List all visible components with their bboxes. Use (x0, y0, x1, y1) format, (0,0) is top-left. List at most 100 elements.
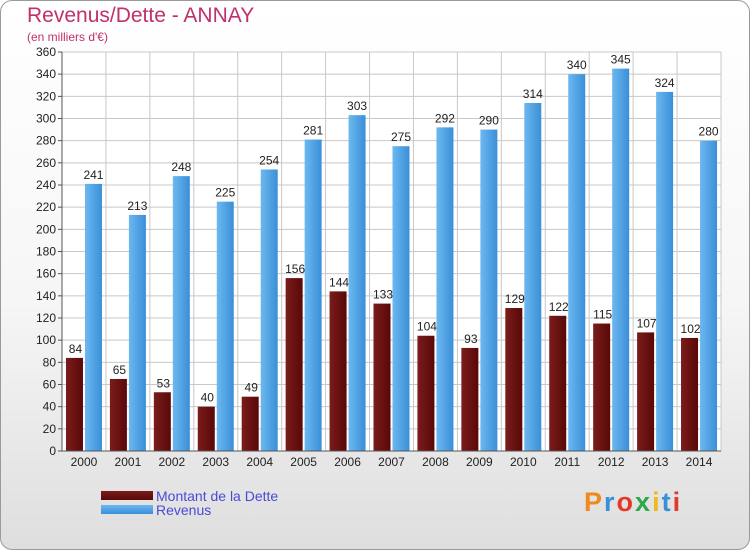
bar-revenus (700, 140, 718, 451)
bar-debt (109, 378, 127, 451)
data-label-debt: 156 (285, 262, 305, 276)
data-label-debt: 65 (113, 363, 127, 377)
bar-debt (593, 323, 611, 451)
bar-revenus (568, 74, 586, 452)
bars (65, 68, 718, 452)
bar-revenus (128, 214, 146, 451)
x-tick-label: 2001 (115, 455, 142, 469)
data-label-revenus: 280 (699, 125, 719, 139)
data-label-debt: 115 (593, 308, 612, 322)
data-label-revenus: 225 (215, 186, 235, 200)
data-label-debt: 122 (549, 300, 569, 314)
data-label-revenus: 340 (567, 58, 587, 72)
data-label-debt: 53 (157, 376, 171, 390)
data-label-debt: 144 (329, 275, 349, 289)
bar-revenus (436, 127, 454, 451)
bar-debt (549, 315, 567, 451)
legend-swatch-debt (101, 491, 153, 500)
chart-title: Revenus/Dette - ANNAY (27, 4, 255, 27)
bar-debt (285, 278, 303, 451)
x-tick-label: 2007 (378, 455, 405, 469)
bar-revenus (612, 68, 630, 451)
bar-revenus (524, 102, 542, 451)
bar-debt (637, 332, 655, 451)
brand-letter: i (652, 487, 662, 517)
y-tick-label: 340 (36, 67, 56, 81)
data-labels: 84 241 65 213 53 248 40 225 49 254 156 281 144 303 133… (69, 53, 719, 405)
bar-debt (373, 303, 391, 451)
bar-revenus (392, 146, 410, 452)
legend-swatch-revenus (101, 505, 153, 514)
y-tick-label: 100 (36, 333, 56, 347)
data-label-debt: 49 (245, 381, 259, 395)
y-tick-label: 180 (36, 245, 56, 259)
data-label-revenus: 254 (259, 153, 279, 167)
data-label-debt: 104 (417, 320, 437, 334)
bar-debt (681, 337, 699, 451)
bar-revenus (656, 91, 674, 452)
bar-revenus (216, 201, 234, 451)
y-tick-label: 200 (36, 222, 56, 236)
y-tick-label: 300 (36, 112, 56, 126)
bar-revenus (84, 183, 102, 451)
brand-letter: x (635, 487, 653, 517)
data-label-debt: 129 (505, 292, 525, 306)
brand-letter: i (672, 487, 683, 517)
brand-letter: o (616, 487, 636, 517)
y-tick-label: 120 (36, 311, 56, 325)
brand-letter: t (661, 487, 673, 517)
y-tick-label: 220 (36, 200, 56, 214)
data-label-debt: 102 (681, 322, 701, 336)
data-label-revenus: 303 (347, 99, 367, 113)
y-tick-label: 0 (49, 444, 56, 458)
bar-debt (65, 357, 83, 451)
x-tick-label: 2008 (422, 455, 449, 469)
y-tick-label: 260 (36, 156, 56, 170)
x-tick-label: 2012 (598, 455, 625, 469)
y-tick-label: 240 (36, 178, 56, 192)
x-tick-label: 2004 (246, 455, 273, 469)
data-label-revenus: 314 (523, 87, 543, 101)
axes: 0 20 40 60 80 100 120 140 160 180 200 220 240 260 280 3… (36, 45, 721, 469)
x-tick-label: 2011 (554, 455, 580, 469)
y-tick-label: 140 (36, 289, 56, 303)
data-label-revenus: 275 (391, 130, 411, 144)
x-tick-label: 2014 (686, 455, 713, 469)
x-tick-label: 2003 (202, 455, 229, 469)
bar-debt (241, 396, 259, 451)
x-tick-label: 2005 (290, 455, 317, 469)
bar-debt (329, 291, 347, 451)
bar-revenus (480, 129, 498, 452)
x-tick-label: 2009 (466, 455, 493, 469)
x-tick-label: 2002 (158, 455, 185, 469)
x-tick-label: 2010 (510, 455, 537, 469)
y-tick-label: 360 (36, 45, 56, 59)
data-label-debt: 93 (464, 332, 478, 346)
data-label-revenus: 290 (479, 114, 499, 128)
x-tick-label: 2000 (71, 455, 98, 469)
bar-debt (505, 308, 523, 451)
bar-revenus (348, 115, 366, 452)
data-label-revenus: 324 (655, 76, 675, 90)
y-tick-label: 280 (36, 134, 56, 148)
data-label-debt: 107 (637, 316, 657, 330)
brand-letter: r (604, 487, 617, 517)
data-label-revenus: 345 (611, 53, 631, 67)
data-label-revenus: 292 (435, 111, 455, 125)
y-tick-label: 40 (43, 400, 57, 414)
bar-revenus (172, 176, 190, 451)
bar-debt (417, 335, 435, 451)
x-tick-label: 2006 (334, 455, 361, 469)
gridlines (61, 51, 722, 452)
bar-debt (197, 406, 215, 451)
chart-subtitle: (en milliers d'€) (27, 30, 108, 44)
bar-debt (461, 347, 479, 451)
brand-logo: Proxiti (584, 487, 682, 518)
y-tick-label: 320 (36, 89, 56, 103)
bar-revenus (304, 139, 322, 451)
data-label-revenus: 248 (171, 160, 191, 174)
bar-debt (153, 392, 171, 451)
y-tick-label: 60 (43, 378, 57, 392)
y-tick-label: 160 (36, 267, 56, 281)
